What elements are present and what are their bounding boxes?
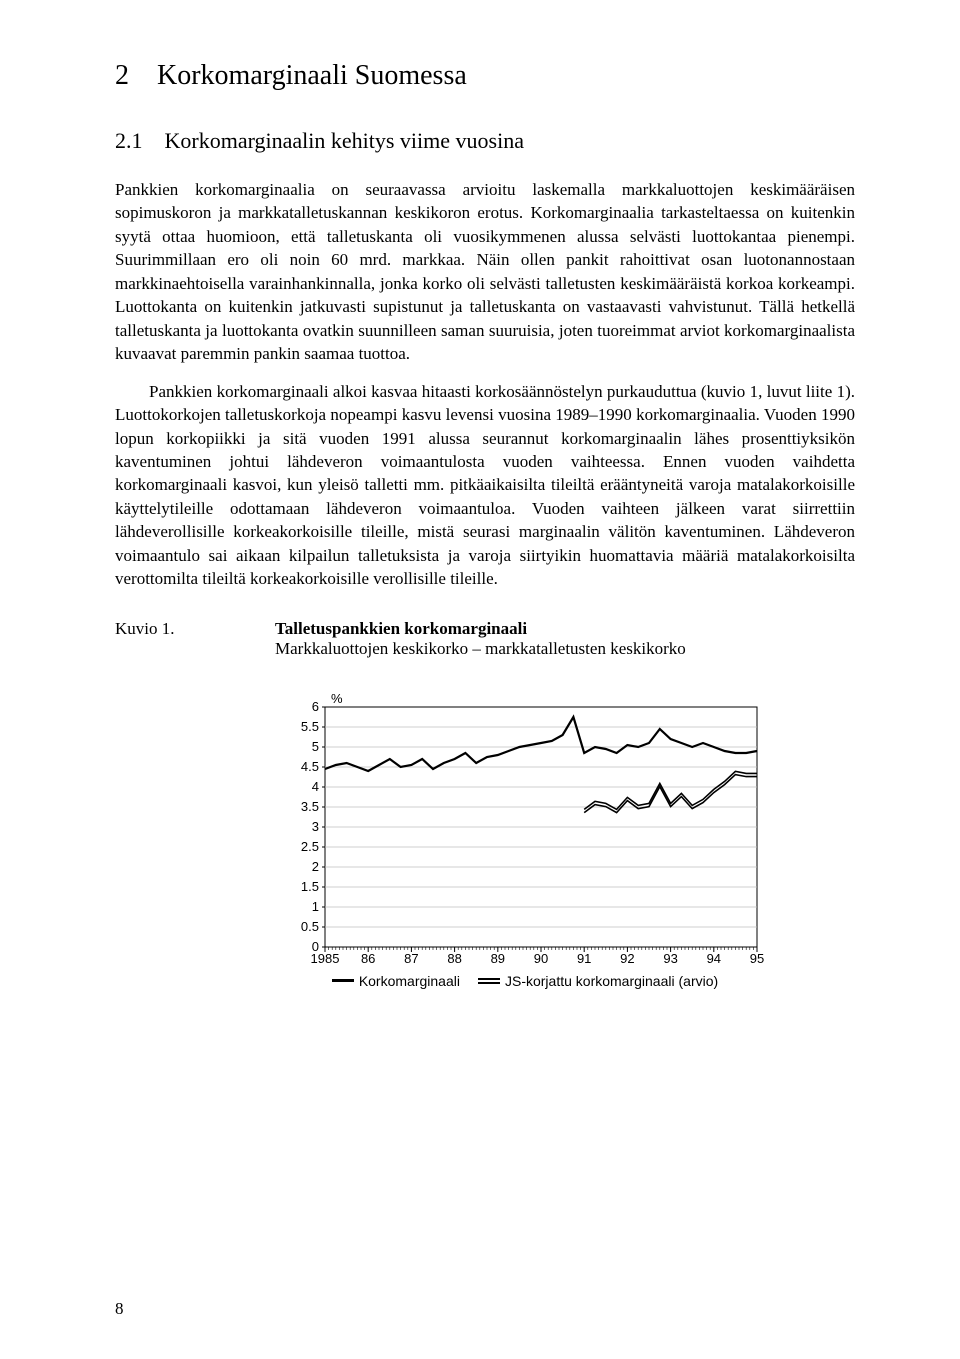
line-chart: 00.511.522.533.544.555.56%19858687888990… <box>285 689 765 969</box>
chapter-number: 2 <box>115 60 129 92</box>
legend-marker-double <box>478 978 500 984</box>
svg-text:88: 88 <box>447 951 461 966</box>
svg-text:0.5: 0.5 <box>301 919 319 934</box>
svg-text:91: 91 <box>577 951 591 966</box>
svg-text:4: 4 <box>312 779 319 794</box>
svg-text:93: 93 <box>663 951 677 966</box>
svg-text:1: 1 <box>312 899 319 914</box>
figure-subtitle: Markkaluottojen keskikorko – markkatalle… <box>275 639 686 659</box>
svg-text:4.5: 4.5 <box>301 759 319 774</box>
section-heading: 2.1 Korkomarginaalin kehitys viime vuosi… <box>115 128 855 154</box>
svg-text:94: 94 <box>707 951 721 966</box>
figure-label: Kuvio 1. <box>115 619 195 659</box>
svg-text:1.5: 1.5 <box>301 879 319 894</box>
legend-label-1: Korkomarginaali <box>359 973 460 989</box>
paragraph-2-text: Pankkien korkomarginaali alkoi kasvaa hi… <box>115 382 855 589</box>
svg-text:5: 5 <box>312 739 319 754</box>
legend-item-2: JS-korjattu korkomarginaali (arvio) <box>478 973 718 989</box>
figure-caption: Kuvio 1. Talletuspankkien korkomarginaal… <box>115 619 855 659</box>
svg-text:90: 90 <box>534 951 548 966</box>
svg-text:3.5: 3.5 <box>301 799 319 814</box>
svg-text:5.5: 5.5 <box>301 719 319 734</box>
chart-container: 00.511.522.533.544.555.56%19858687888990… <box>285 689 765 989</box>
svg-text:3: 3 <box>312 819 319 834</box>
paragraph-1: Pankkien korkomarginaalia on seuraavassa… <box>115 178 855 366</box>
section-title: Korkomarginaalin kehitys viime vuosina <box>165 128 524 154</box>
legend-item-1: Korkomarginaali <box>332 973 460 989</box>
figure-title: Talletuspankkien korkomarginaali <box>275 619 686 639</box>
svg-text:87: 87 <box>404 951 418 966</box>
svg-text:95: 95 <box>750 951 764 966</box>
page-number: 8 <box>115 1299 124 1319</box>
svg-text:2: 2 <box>312 859 319 874</box>
svg-text:6: 6 <box>312 699 319 714</box>
svg-text:2.5: 2.5 <box>301 839 319 854</box>
svg-text:89: 89 <box>491 951 505 966</box>
svg-text:1985: 1985 <box>311 951 340 966</box>
chapter-heading: 2 Korkomarginaali Suomessa <box>115 60 855 92</box>
legend-label-2: JS-korjattu korkomarginaali (arvio) <box>505 973 718 989</box>
legend-marker-solid <box>332 979 354 982</box>
svg-text:86: 86 <box>361 951 375 966</box>
svg-text:%: % <box>331 691 343 706</box>
chart-legend: Korkomarginaali JS-korjattu korkomargina… <box>285 973 765 989</box>
chapter-title: Korkomarginaali Suomessa <box>157 60 467 92</box>
section-number: 2.1 <box>115 128 143 154</box>
svg-text:92: 92 <box>620 951 634 966</box>
paragraph-2: Pankkien korkomarginaali alkoi kasvaa hi… <box>115 380 855 591</box>
